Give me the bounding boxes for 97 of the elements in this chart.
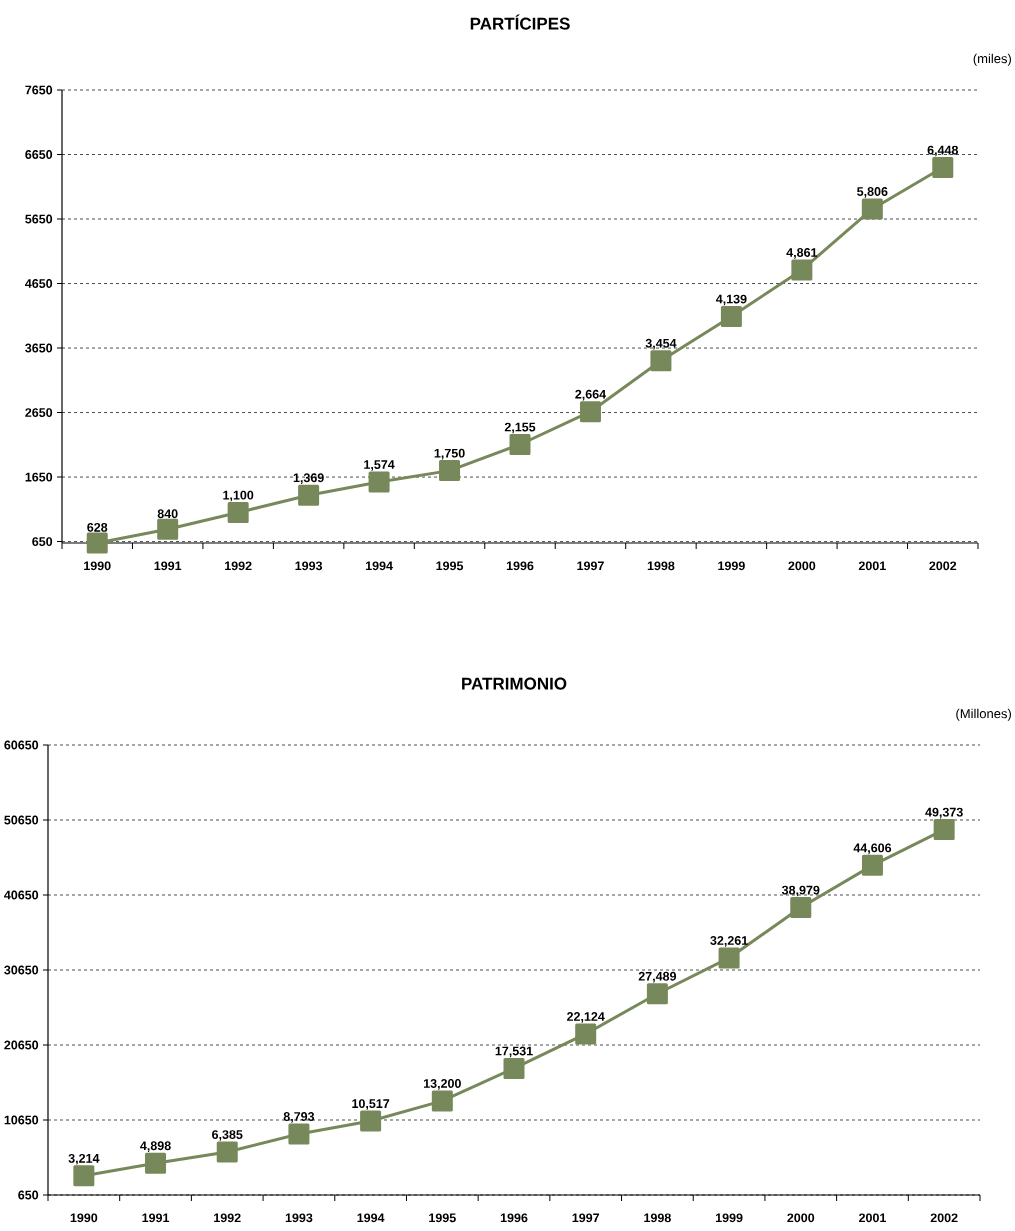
- x-tick-label: 1990: [84, 561, 111, 571]
- x-tick-label: 1998: [647, 561, 675, 571]
- y-tick-label: 40650: [4, 890, 39, 900]
- data-label: 44,606: [853, 843, 892, 855]
- x-tick-label: 2002: [929, 561, 957, 571]
- point: [575, 1023, 597, 1045]
- chart-title: PARTÍCIPES: [470, 14, 570, 30]
- point: [861, 198, 883, 220]
- x-tick-label: 2001: [859, 1213, 887, 1223]
- x-tick-label: 1991: [154, 561, 182, 571]
- point: [145, 1152, 167, 1174]
- text: (miles): [973, 53, 1011, 66]
- point: [791, 259, 813, 281]
- point: [646, 983, 668, 1005]
- point: [368, 471, 390, 493]
- x-tick-label: 2001: [858, 561, 886, 571]
- point: [439, 460, 461, 482]
- data-label: 4,898: [140, 1141, 171, 1152]
- data-label: 49,373: [925, 807, 963, 819]
- point: [86, 532, 108, 554]
- x-tick-label: 1994: [357, 1213, 385, 1223]
- x-tick-label: 1998: [644, 1213, 671, 1223]
- data-label: 13,200: [423, 1079, 461, 1090]
- x-tick-label: 2000: [788, 561, 816, 571]
- point: [227, 502, 249, 524]
- data-label: 6,448: [927, 145, 959, 157]
- y-tick-label: 650: [18, 1190, 39, 1200]
- point: [360, 1110, 382, 1132]
- data-label: 10,517: [352, 1099, 390, 1110]
- point: [861, 854, 883, 876]
- point: [431, 1090, 453, 1112]
- data-label: 1,369: [293, 473, 324, 484]
- x-tick-label: 1992: [225, 561, 252, 571]
- y-tick-label: 30650: [4, 965, 39, 975]
- data-label: 17,531: [495, 1046, 533, 1058]
- data-label: 628: [87, 522, 108, 532]
- data-label: 840: [157, 509, 178, 519]
- x-tick-label: 1997: [577, 561, 604, 571]
- point: [298, 484, 320, 506]
- data-label: 5,806: [857, 187, 888, 198]
- x-tick-label: 1990: [70, 1213, 98, 1223]
- point: [720, 306, 742, 327]
- point: [932, 157, 954, 179]
- chart-title: PATRIMONIO: [462, 677, 567, 690]
- point: [503, 1057, 525, 1079]
- y-tick-label: 20650: [4, 1040, 39, 1050]
- data-label: 1,750: [434, 448, 465, 460]
- point: [790, 897, 812, 919]
- x-tick-label: 1995: [436, 561, 464, 571]
- x-tick-label: 1996: [500, 1213, 528, 1223]
- point: [579, 401, 601, 423]
- point: [288, 1123, 310, 1145]
- point: [718, 947, 740, 969]
- y-tick-label: 60650: [4, 740, 39, 750]
- text: (Millones): [956, 708, 1011, 721]
- y-tick-label: 3650: [25, 343, 53, 353]
- point: [650, 350, 672, 372]
- data-label: 1,100: [223, 490, 254, 502]
- point: [157, 518, 179, 540]
- x-tick-label: 1997: [572, 1213, 600, 1223]
- point: [216, 1141, 238, 1163]
- y-tick-label: 50650: [4, 815, 39, 825]
- x-tick-label: 1992: [214, 1213, 241, 1223]
- point: [73, 1165, 95, 1187]
- x-tick-label: 2002: [930, 1213, 958, 1223]
- x-tick-label: 1999: [715, 1213, 743, 1223]
- data-label: 32,261: [710, 936, 748, 947]
- y-tick-label: 650: [32, 537, 53, 547]
- y-tick-label: 5650: [25, 214, 53, 224]
- data-label: 4,861: [786, 248, 818, 259]
- data-label: 3,214: [68, 1153, 100, 1165]
- y-tick-label: 10650: [4, 1115, 39, 1125]
- y-tick-label: 6650: [25, 150, 53, 159]
- x-tick-label: 2000: [787, 1213, 815, 1223]
- data-label: 3,454: [645, 338, 677, 350]
- x-tick-label: 1993: [285, 1213, 313, 1223]
- data-label: 2,155: [504, 422, 536, 434]
- data-label: 6,385: [212, 1130, 243, 1141]
- data-label: 38,979: [781, 885, 820, 897]
- y-tick-label: 2650: [25, 408, 53, 417]
- point: [509, 434, 531, 455]
- x-tick-label: 1996: [506, 561, 534, 571]
- data-label: 27,489: [638, 971, 677, 983]
- data-label: 8,793: [283, 1112, 315, 1123]
- y-tick-label: 1650: [25, 472, 53, 482]
- data-label: 4,139: [715, 294, 747, 306]
- point: [933, 819, 955, 841]
- x-tick-label: 1999: [718, 561, 745, 571]
- x-tick-label: 1991: [142, 1213, 170, 1223]
- y-tick-label: 7650: [25, 85, 53, 95]
- x-tick-label: 1995: [429, 1213, 456, 1223]
- x-tick-label: 1994: [365, 561, 393, 571]
- x-tick-label: 1993: [295, 561, 323, 571]
- data-label: 2,664: [575, 389, 607, 401]
- y-tick-label: 4650: [25, 279, 53, 288]
- data-label: 22,124: [567, 1012, 605, 1023]
- data-label: 1,574: [364, 460, 395, 471]
